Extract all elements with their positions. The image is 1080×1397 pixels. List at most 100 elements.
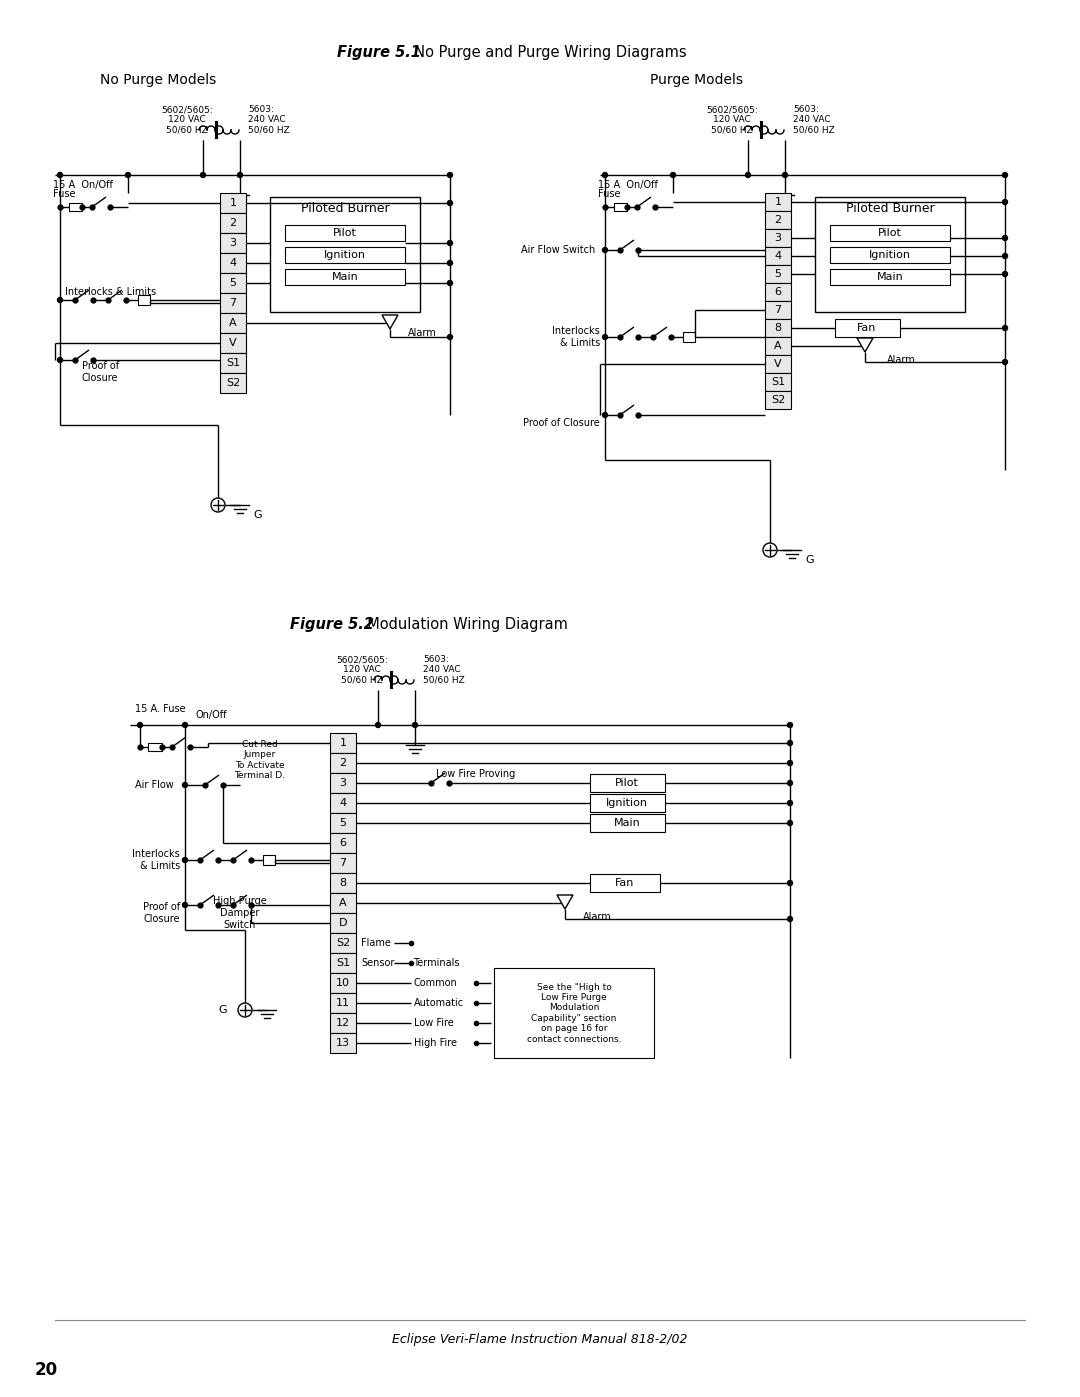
Circle shape [787,800,793,806]
Text: 3: 3 [229,237,237,249]
Text: D: D [339,918,348,928]
Text: High Purge
Damper
Switch: High Purge Damper Switch [213,897,267,929]
Circle shape [201,172,205,177]
Text: Sensor: Sensor [361,958,394,968]
Text: Pilot: Pilot [333,228,356,237]
Bar [765,284,791,300]
Text: S2: S2 [226,379,240,388]
Bar [285,247,405,263]
Text: 5603:
240 VAC
50/60 HZ: 5603: 240 VAC 50/60 HZ [248,105,289,136]
Bar [270,197,420,312]
Bar [330,953,356,972]
Text: Fan: Fan [616,877,635,888]
Text: Fan: Fan [858,323,877,332]
Text: Figure 5.1: Figure 5.1 [337,45,421,60]
Bar [765,211,791,229]
Circle shape [125,172,131,177]
Circle shape [57,172,63,177]
Text: No Purge and Purge Wiring Diagrams: No Purge and Purge Wiring Diagrams [405,45,687,60]
Text: 5603:
240 VAC
50/60 HZ: 5603: 240 VAC 50/60 HZ [423,655,464,685]
Bar [590,774,665,792]
Text: Alarm: Alarm [583,912,611,922]
Circle shape [57,358,63,362]
Text: Main: Main [613,819,640,828]
Circle shape [671,172,675,177]
Circle shape [787,820,793,826]
Text: S2: S2 [771,395,785,405]
Text: Main: Main [877,272,903,282]
Text: Figure 5.2: Figure 5.2 [291,617,374,633]
Bar [831,270,950,285]
Bar [220,293,246,313]
Bar [765,300,791,319]
Text: Interlocks & Limits: Interlocks & Limits [65,286,157,298]
Circle shape [1002,253,1008,258]
Text: 4: 4 [339,798,347,807]
Text: 5: 5 [774,270,782,279]
Circle shape [376,722,380,728]
Bar [765,355,791,373]
Bar [220,353,246,373]
Text: 1: 1 [229,198,237,208]
Text: V: V [774,359,782,369]
Bar [765,337,791,355]
Bar [815,197,966,312]
Circle shape [238,1003,252,1017]
Text: Fuse: Fuse [598,189,621,198]
Text: Piloted Burner: Piloted Burner [300,203,389,215]
Circle shape [787,781,793,785]
Text: 1: 1 [339,738,347,747]
Circle shape [787,740,793,746]
Bar [765,229,791,247]
Text: 3: 3 [339,778,347,788]
Bar [330,793,356,813]
Text: Ignition: Ignition [606,798,648,807]
Text: S1: S1 [771,377,785,387]
Polygon shape [557,895,573,909]
Bar [220,272,246,293]
Text: V: V [229,338,237,348]
Bar [765,319,791,337]
Text: Pilot: Pilot [878,228,902,237]
Bar [330,753,356,773]
Text: 1: 1 [774,197,782,207]
Text: 7: 7 [774,305,782,314]
Text: Ignition: Ignition [324,250,366,260]
Circle shape [413,722,418,728]
Text: 8: 8 [339,877,347,888]
Circle shape [1002,200,1008,204]
Text: 7: 7 [229,298,237,307]
Circle shape [1002,172,1008,177]
Text: 7: 7 [339,858,347,868]
Text: 2: 2 [339,759,347,768]
Bar [220,373,246,393]
Circle shape [447,281,453,285]
Circle shape [57,298,63,303]
Circle shape [183,782,188,788]
Text: 8: 8 [774,323,782,332]
Text: Interlocks
& Limits: Interlocks & Limits [552,327,600,348]
Text: A: A [229,319,237,328]
Bar [264,855,275,865]
Polygon shape [382,314,399,330]
Text: High Fire: High Fire [414,1038,457,1048]
Bar [330,914,356,933]
Text: Purge Models: Purge Models [650,73,743,87]
Circle shape [211,497,225,511]
Text: Flame: Flame [361,937,391,949]
Circle shape [447,260,453,265]
Bar [220,193,246,212]
Text: Terminals: Terminals [413,958,459,968]
Text: 15 A  On/Off: 15 A On/Off [53,180,113,190]
Text: Proof of Closure: Proof of Closure [523,418,600,427]
Bar [69,203,82,211]
Circle shape [447,240,453,246]
Text: Automatic: Automatic [414,997,464,1009]
Circle shape [603,172,607,177]
Bar [683,332,696,342]
Text: Eclipse Veri-Flame Instruction Manual 818-2/02: Eclipse Veri-Flame Instruction Manual 81… [392,1334,688,1347]
Text: 5602/5605:
120 VAC
50/60 HZ: 5602/5605: 120 VAC 50/60 HZ [161,105,213,136]
Circle shape [787,916,793,922]
Bar [285,225,405,242]
Circle shape [1002,359,1008,365]
